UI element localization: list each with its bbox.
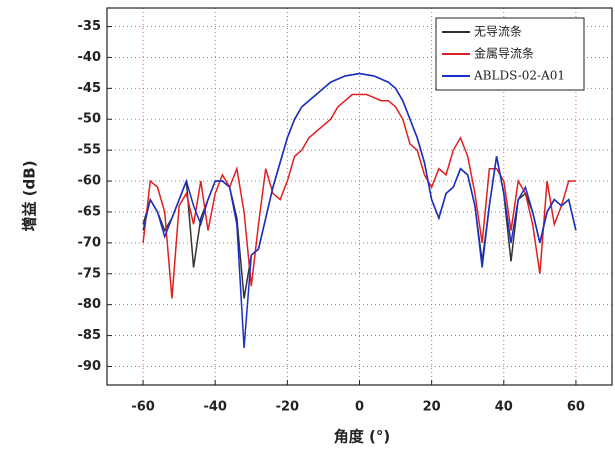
y-tick-label: -45 [78,81,102,96]
plot-frame [106,7,613,386]
legend-label: 金属导流条 [474,46,534,61]
x-tick-label: 40 [495,400,513,415]
y-tick-label: -35 [78,19,102,34]
series-line [142,93,576,299]
x-tick-label: -40 [203,400,227,415]
y-axis-label: 增益 (dB) [21,160,39,231]
y-tick-label: -65 [78,204,102,219]
series-line [142,72,577,348]
x-tick-label: 20 [423,400,441,415]
y-tick-label: -75 [78,266,102,281]
y-tick-label: -55 [78,143,102,158]
y-tick-label: -50 [78,112,102,127]
y-tick-label: -70 [78,235,102,250]
y-tick-label: -90 [78,359,102,374]
x-axis-label: 角度 (°) [334,428,390,446]
y-tick-label: -85 [78,328,102,343]
y-tick-label: -40 [78,50,102,65]
x-tick-label: -20 [276,400,300,415]
legend-label: 无导流条 [474,25,522,39]
x-tick-label: -60 [131,400,155,415]
y-tick-label: -80 [78,297,102,312]
y-tick-label: -60 [78,174,102,189]
x-tick-label: 0 [355,400,364,415]
legend-label: ABLDS-02-A01 [473,69,565,83]
x-tick-label: 60 [567,400,585,415]
